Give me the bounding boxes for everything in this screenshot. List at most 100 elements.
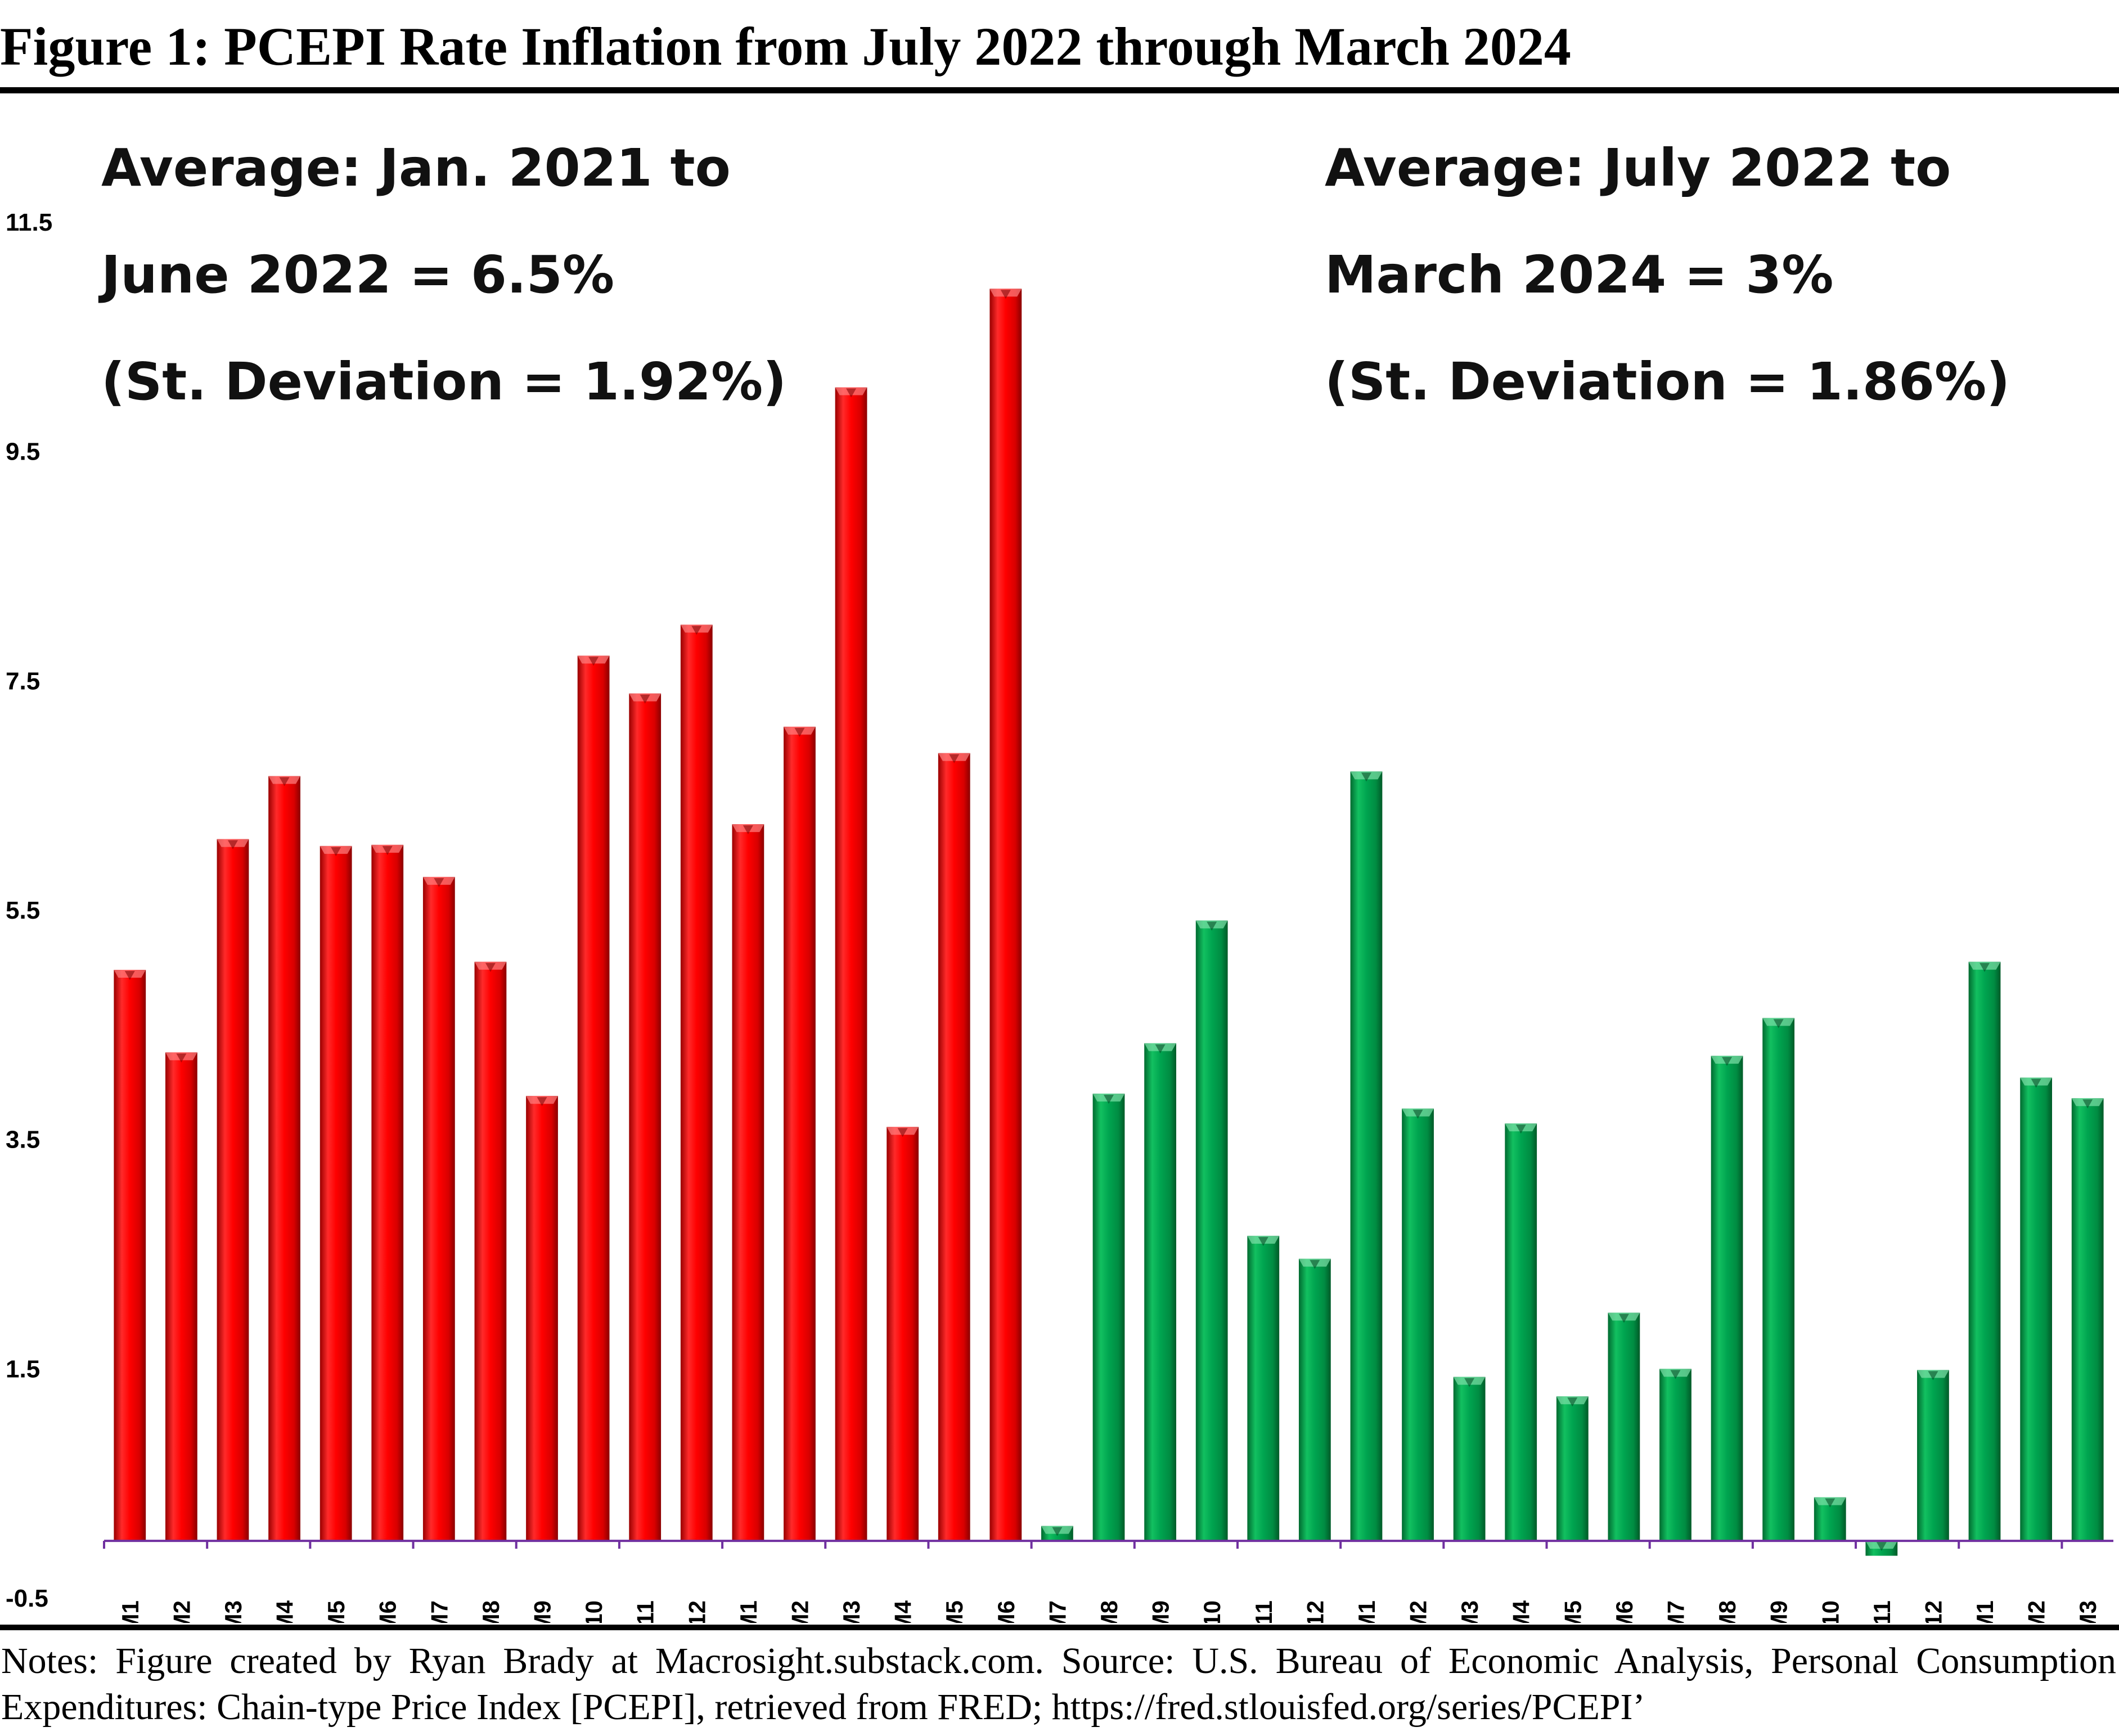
y-tick-label: -0.5 <box>6 1585 48 1612</box>
bar <box>629 693 662 1541</box>
x-tick-label: 2022M5 <box>941 1600 968 1623</box>
x-tick-label: 2023M10 <box>1817 1600 1843 1623</box>
bar <box>1814 1497 1846 1541</box>
annotation-line: (St. Deviation = 1.92%) <box>101 352 786 412</box>
bar <box>474 961 507 1541</box>
x-tick-label: 2023M1 <box>1353 1600 1380 1623</box>
bars <box>114 289 2104 1556</box>
bar <box>577 655 610 1541</box>
notes-rule <box>0 1625 2119 1630</box>
bar <box>422 876 455 1541</box>
bar <box>1762 1018 1795 1541</box>
y-tick-label: 7.5 <box>6 667 40 695</box>
bar <box>989 289 1022 1541</box>
bar <box>1092 1094 1125 1541</box>
bar <box>732 824 764 1541</box>
bar <box>371 844 404 1541</box>
x-tick-label: 2021M11 <box>632 1600 659 1623</box>
bar <box>1144 1043 1176 1541</box>
y-tick-label: 5.5 <box>6 897 40 924</box>
annotation-line: Average: July 2022 to <box>1325 138 1951 198</box>
x-tick-label: 2021M4 <box>272 1600 298 1623</box>
x-tick-label: 2021M1 <box>117 1600 143 1623</box>
x-tick-label: 2024M1 <box>1972 1600 1998 1623</box>
bar <box>1453 1377 1486 1541</box>
bar <box>1350 771 1383 1541</box>
x-tick-label: 2022M11 <box>1250 1600 1277 1623</box>
bar <box>2020 1077 2053 1541</box>
bar-chart: 11.59.57.55.53.51.5-0.5 2021M12021M22021… <box>6 138 2113 1623</box>
x-tick-label: 2024M2 <box>2023 1600 2050 1623</box>
x-tick-label: 2021M9 <box>529 1600 556 1623</box>
bar <box>1041 1526 1073 1541</box>
bar <box>268 776 300 1541</box>
bar <box>1659 1369 1691 1541</box>
x-tick-label: 2024M3 <box>2075 1600 2101 1623</box>
y-tick-label: 3.5 <box>6 1126 40 1154</box>
x-tick-label: 2023M2 <box>1405 1600 1432 1623</box>
bar <box>1402 1108 1434 1541</box>
x-tick-label: 2022M7 <box>1044 1600 1070 1623</box>
x-tick-label: 2022M8 <box>1096 1600 1122 1623</box>
bar <box>1968 961 2001 1541</box>
x-tick-label: 2022M12 <box>1302 1600 1328 1623</box>
x-tick-label: 2021M8 <box>478 1600 504 1623</box>
x-tick-label: 2021M2 <box>168 1600 195 1623</box>
bar <box>680 624 713 1541</box>
bar <box>114 969 146 1541</box>
x-tick-label: 2023M5 <box>1559 1600 1586 1623</box>
annotation-left: Average: Jan. 2021 to June 2022 = 6.5% (St… <box>98 138 786 412</box>
annotation-right: Average: July 2022 to March 2024 = 3% (St.… <box>1325 138 2010 412</box>
x-tick-label: 2022M1 <box>735 1600 762 1623</box>
x-tick-label: 2022M9 <box>1148 1600 1174 1623</box>
bar <box>887 1127 919 1541</box>
title-rule <box>0 87 2119 93</box>
x-tick-label: 2023M11 <box>1869 1600 1895 1623</box>
bar <box>784 726 816 1541</box>
x-tick-label: 2022M4 <box>890 1600 916 1623</box>
x-tick-label: 2021M3 <box>220 1600 246 1623</box>
x-tick-label: 2021M5 <box>323 1600 349 1623</box>
bar <box>165 1052 197 1541</box>
x-tick-label: 2021M7 <box>426 1600 452 1623</box>
bar <box>1195 920 1228 1541</box>
x-tick-label: 2022M10 <box>1199 1600 1225 1623</box>
bar <box>1711 1055 1743 1541</box>
x-tick-label: 2022M2 <box>786 1600 813 1623</box>
bar <box>1505 1123 1537 1541</box>
x-tick-label: 2023M3 <box>1456 1600 1483 1623</box>
bar <box>217 839 249 1541</box>
x-tick-label: 2021M10 <box>581 1600 607 1623</box>
x-tick-label: 2023M9 <box>1766 1600 1792 1623</box>
bar <box>1247 1235 1280 1541</box>
notes-text: Notes: Figure created by Ryan Brady at M… <box>1 1640 2116 1728</box>
bar <box>1917 1370 1949 1541</box>
bar <box>1865 1541 1898 1556</box>
x-tick-label: 2021M6 <box>375 1600 401 1623</box>
bar <box>2071 1098 2104 1541</box>
x-tick-label: 2022M3 <box>838 1600 865 1623</box>
y-axis-labels: 11.5 9.5 7.5 5.5 3.5 1.5 -0.5 <box>6 209 52 1612</box>
x-tick-label: 2022M6 <box>993 1600 1019 1623</box>
x-axis <box>103 1540 2113 1549</box>
y-tick-label: 11.5 <box>6 209 52 236</box>
bar <box>1298 1258 1331 1541</box>
annotation-line: (St. Deviation = 1.86%) <box>1325 352 2010 412</box>
bar <box>938 753 970 1541</box>
x-tick-label: 2023M7 <box>1662 1600 1689 1623</box>
x-tick-label: 2021M12 <box>683 1600 710 1623</box>
bar <box>320 845 352 1541</box>
y-tick-label: 9.5 <box>6 438 40 466</box>
y-tick-label: 1.5 <box>6 1355 40 1383</box>
x-tick-label: 2023M12 <box>1920 1600 1946 1623</box>
x-axis-labels: 2021M1 2021M2 2021M3 2021M4 2021M5 2021M6 2021… <box>117 1600 2101 1623</box>
x-tick-label: 2023M8 <box>1714 1600 1740 1623</box>
x-tick-label: 2023M6 <box>1611 1600 1637 1623</box>
annotation-line: March 2024 = 3% <box>1325 245 1833 305</box>
annotation-line: Average: Jan. 2021 to <box>101 138 731 198</box>
figure-title: Figure 1: PCEPI Rate Inflation from July… <box>0 16 1571 77</box>
annotation-line: June 2022 = 6.5% <box>98 245 614 305</box>
bar <box>526 1096 558 1541</box>
bar <box>1608 1312 1640 1541</box>
bar <box>835 387 867 1541</box>
